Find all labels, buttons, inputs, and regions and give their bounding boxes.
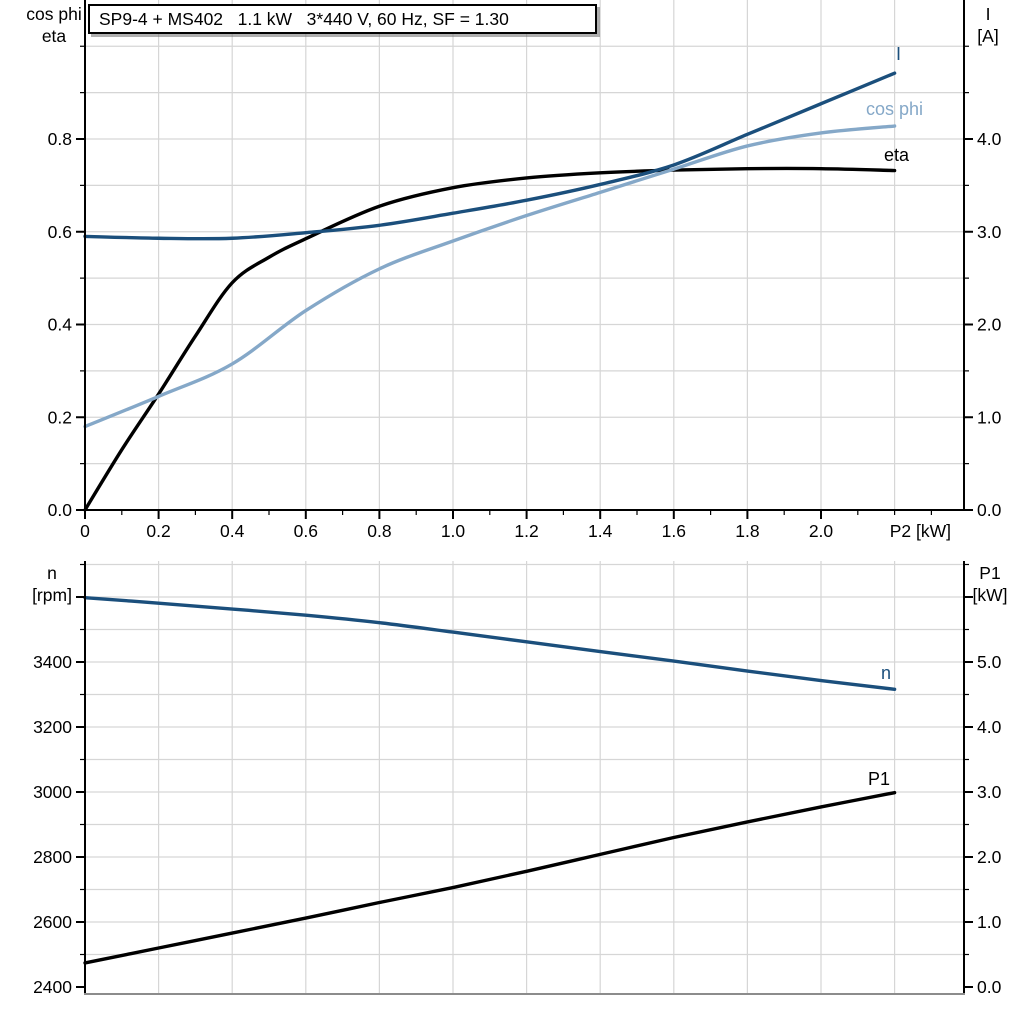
curve-I xyxy=(83,71,897,241)
curve-label-n: n xyxy=(881,663,892,683)
tick-label: 1.4 xyxy=(588,521,613,541)
tick-label: 1.0 xyxy=(977,912,1002,932)
axis-title-eta: eta xyxy=(41,26,67,46)
axis-title-cos-phi: cos phi xyxy=(26,4,82,24)
axis-title-speed: n xyxy=(47,563,57,583)
tick-label: 0.0 xyxy=(977,500,1002,520)
tick-label: 0 xyxy=(80,521,90,541)
tick-label: 2.0 xyxy=(809,521,834,541)
tick-label: 2600 xyxy=(33,912,72,932)
axis-title-current: I xyxy=(985,4,991,24)
curve-P1 xyxy=(83,790,897,965)
tick-label: 0.4 xyxy=(220,521,245,541)
tick-label: 0.4 xyxy=(48,315,73,335)
curve-cos-phi xyxy=(83,124,897,429)
axis-title-bottom-right: P1 [kW] xyxy=(966,562,1014,606)
axis-title-bottom-left: n [rpm] xyxy=(10,562,94,606)
tick-label: 3000 xyxy=(33,782,72,802)
tick-label: 0.2 xyxy=(48,407,72,427)
tick-label: 0.0 xyxy=(48,500,73,520)
axis-title-current-unit: [A] xyxy=(977,26,999,46)
tick-label: 5.0 xyxy=(977,652,1002,672)
axis-title-p1-unit: [kW] xyxy=(972,585,1008,605)
curve-label-P1: P1 xyxy=(868,769,891,789)
axis-title-top-left: cos phi eta xyxy=(12,3,96,47)
tick-label: 3400 xyxy=(33,652,72,672)
tick-label: 0.8 xyxy=(367,521,391,541)
tick-label: 3200 xyxy=(33,717,72,737)
curve-label-eta: eta xyxy=(884,145,910,165)
tick-label: 4.0 xyxy=(977,129,1002,149)
tick-label: 0.8 xyxy=(48,129,72,149)
tick-label: 3.0 xyxy=(977,222,1002,242)
curve-n xyxy=(83,595,897,691)
tick-label: 4.0 xyxy=(977,717,1002,737)
axis-title-speed-unit: [rpm] xyxy=(32,585,72,605)
tick-label: 1.0 xyxy=(977,407,1002,427)
tick-label: 1.2 xyxy=(514,521,538,541)
x-axis-unit-label: P2 [kW] xyxy=(890,521,951,541)
tick-label: 2800 xyxy=(33,847,72,867)
tick-label: 0.0 xyxy=(977,977,1002,997)
axis-title-p1: P1 xyxy=(979,563,1001,583)
tick-label: 1.0 xyxy=(441,521,466,541)
curve-eta xyxy=(83,166,897,512)
tick-label: 0.2 xyxy=(146,521,170,541)
axis-title-top-right: I [A] xyxy=(966,3,1010,47)
tick-label: 1.8 xyxy=(735,521,759,541)
tick-label: 0.6 xyxy=(48,222,72,242)
chart-title: SP9-4 + MS402 1.1 kW 3*440 V, 60 Hz, SF … xyxy=(88,4,597,34)
tick-label: 0.6 xyxy=(294,521,318,541)
curve-label-I: I xyxy=(896,44,902,64)
tick-label: 3.0 xyxy=(977,782,1002,802)
tick-label: 1.6 xyxy=(662,521,686,541)
tick-label: 2.0 xyxy=(977,847,1002,867)
tick-label: 2400 xyxy=(33,977,72,997)
curve-label-cos-phi: cos phi xyxy=(866,99,924,119)
tick-label: 2.0 xyxy=(977,315,1002,335)
